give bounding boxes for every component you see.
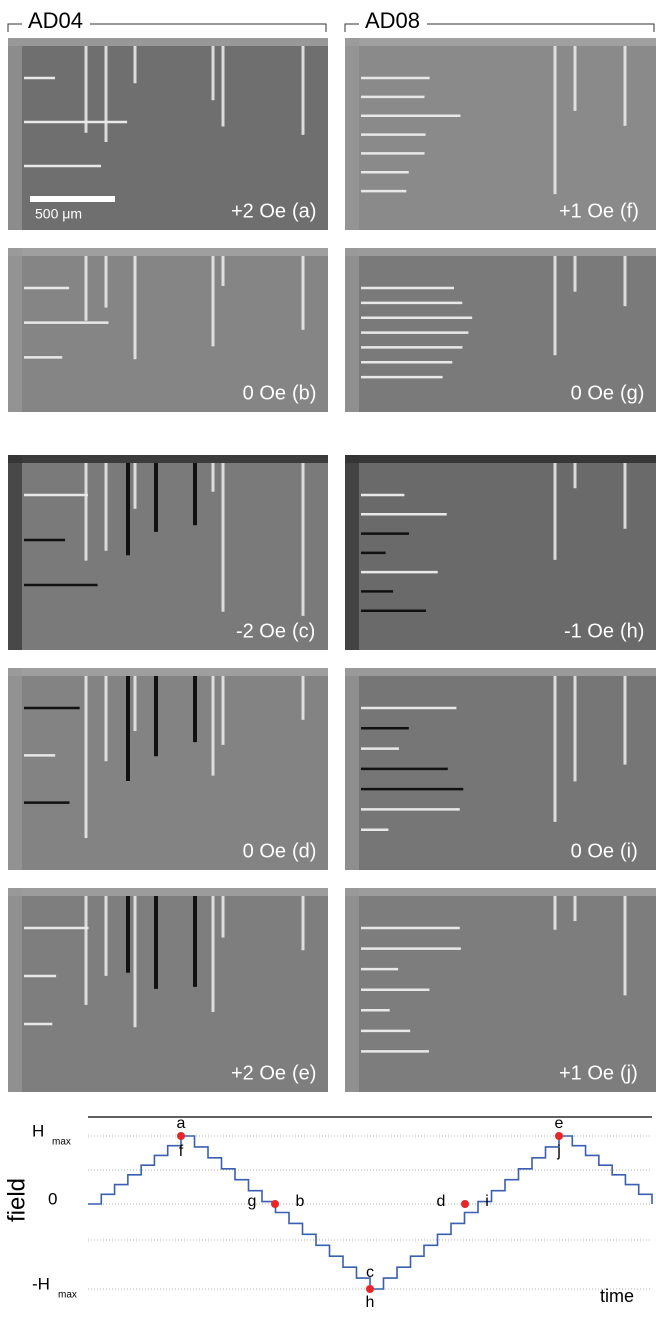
- point-label: j: [556, 1143, 561, 1160]
- panel-letter: (j): [620, 1062, 638, 1084]
- image: [345, 455, 656, 650]
- edge: [345, 455, 656, 463]
- column-bracket: [7, 23, 327, 32]
- panel-letter: (e): [292, 1062, 316, 1084]
- marker-dot: [366, 1285, 374, 1293]
- y-label: H: [32, 1121, 44, 1140]
- edge: [345, 888, 359, 1092]
- edge: [8, 455, 22, 650]
- image: [345, 248, 656, 412]
- point-label: i: [485, 1193, 489, 1210]
- panel-letter: (a): [292, 200, 316, 222]
- point-label: g: [248, 1193, 257, 1210]
- point-label: a: [177, 1115, 186, 1132]
- point-label: b: [296, 1193, 305, 1210]
- edge: [345, 248, 359, 412]
- marker-dot: [271, 1200, 279, 1208]
- edge: [345, 38, 656, 46]
- field-label: 0 Oe: [243, 382, 286, 404]
- edge: [8, 248, 328, 256]
- edge: [8, 455, 328, 463]
- panel-letter: (b): [292, 382, 316, 404]
- image-panel: 0 Oe (b): [8, 248, 328, 412]
- field-label: +1 Oe: [559, 1062, 614, 1084]
- point-label: f: [179, 1143, 184, 1160]
- panel-letter: (d): [292, 840, 316, 862]
- edge: [8, 668, 22, 870]
- panels: AD04 +2 Oe (a) 0 Oe (b) -2 Oe (c) 0 Oe (d) +2 Oe (…: [7, 8, 656, 1092]
- point-label: d: [437, 1193, 446, 1210]
- x-axis-label: time: [600, 1286, 634, 1306]
- image-panel: +1 Oe (j): [345, 888, 656, 1092]
- edge: [8, 888, 328, 896]
- image: [8, 668, 328, 870]
- image: [8, 455, 328, 650]
- y-label-sub: max: [58, 1290, 77, 1301]
- point-label: e: [555, 1115, 564, 1132]
- field-label: 0 Oe: [571, 382, 614, 404]
- image-panel: 0 Oe (d): [8, 668, 328, 870]
- marker-dot: [461, 1200, 469, 1208]
- field-label: +2 Oe: [231, 1062, 286, 1084]
- image-panel: 0 Oe (i): [345, 668, 656, 870]
- panel-letter: (i): [620, 840, 638, 862]
- panel-letter: (f): [620, 200, 639, 222]
- field-label: 0 Oe: [243, 840, 286, 862]
- panel-letter: (c): [292, 620, 315, 642]
- edge: [8, 38, 328, 46]
- marker-dot: [177, 1132, 185, 1140]
- y-label-sub: max: [52, 1137, 71, 1148]
- edge: [345, 248, 656, 256]
- field-label: -1 Oe: [564, 620, 614, 642]
- field-label: 0 Oe: [571, 840, 614, 862]
- field-label: +1 Oe: [559, 200, 614, 222]
- marker-dot: [555, 1132, 563, 1140]
- edge: [345, 668, 359, 870]
- edge: [8, 668, 328, 676]
- column-title: AD08: [365, 8, 420, 33]
- image-panel: -1 Oe (h): [345, 455, 656, 650]
- image-panel: -2 Oe (c): [8, 455, 328, 650]
- column-title: AD04: [28, 8, 83, 33]
- edge: [345, 888, 656, 896]
- column-bracket: [344, 23, 655, 32]
- edge: [345, 668, 656, 676]
- field-label: +2 Oe: [231, 200, 286, 222]
- image-panel: 0 Oe (g): [345, 248, 656, 412]
- y-axis-label: field: [3, 1178, 30, 1222]
- image-panel: +2 Oe (a): [8, 38, 328, 230]
- image: [8, 248, 328, 412]
- edge: [8, 888, 22, 1092]
- edge: [8, 248, 22, 412]
- panel-letter: (g): [620, 382, 644, 404]
- y-label: 0: [48, 1189, 57, 1208]
- edge: [345, 38, 359, 230]
- point-label: c: [366, 1264, 374, 1281]
- image-panel: +2 Oe (e): [8, 888, 328, 1092]
- point-label: h: [366, 1294, 375, 1311]
- panel-letter: (h): [620, 620, 644, 642]
- edge: [8, 38, 22, 230]
- y-label: -H: [32, 1274, 50, 1293]
- scale-bar: [30, 196, 115, 202]
- scale-bar-label: 500 μm: [35, 206, 82, 222]
- image-panel: +1 Oe (f): [345, 38, 656, 230]
- edge: [345, 455, 359, 650]
- image: [8, 888, 328, 1092]
- field-label: -2 Oe: [236, 620, 286, 642]
